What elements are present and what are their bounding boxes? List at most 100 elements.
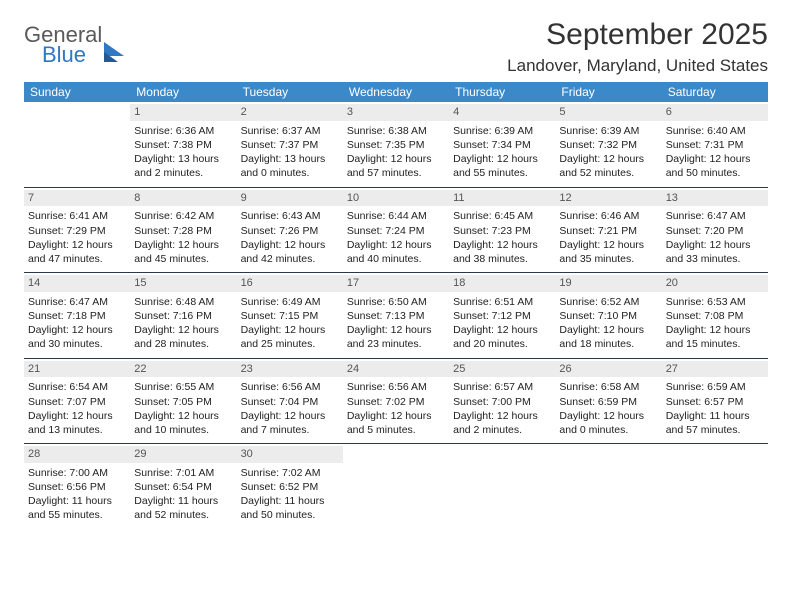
sunset-line: Sunset: 7:15 PM <box>241 309 339 323</box>
daylight-line: Daylight: 12 hours and 57 minutes. <box>347 152 445 180</box>
daylight-line: Daylight: 12 hours and 15 minutes. <box>666 323 764 351</box>
day-number: 3 <box>343 104 449 121</box>
daylight-line: Daylight: 12 hours and 33 minutes. <box>666 238 764 266</box>
day-number: 14 <box>24 275 130 292</box>
day-number: 19 <box>555 275 661 292</box>
calendar-day-cell: 16Sunrise: 6:49 AMSunset: 7:15 PMDayligh… <box>237 273 343 358</box>
calendar-day-cell: 2Sunrise: 6:37 AMSunset: 7:37 PMDaylight… <box>237 102 343 187</box>
calendar-day-cell: 18 Sunrise: 6:51 AMSunset: 7:12 PMDayligh… <box>449 273 555 358</box>
sunrise-line: Sunrise: 6:45 AM <box>453 209 551 223</box>
day-number: 11 <box>449 190 555 207</box>
calendar-day-cell: 12Sunrise: 6:46 AMSunset: 7:21 PMDayligh… <box>555 188 661 273</box>
calendar-day-cell: 21Sunrise: 6:54 AMSunset: 7:07 PMDayligh… <box>24 359 130 444</box>
weekday-header: Wednesday <box>343 82 449 102</box>
sunset-line: Sunset: 7:37 PM <box>241 138 339 152</box>
day-number: 27 <box>662 361 768 378</box>
sunrise-line: Sunrise: 6:58 AM <box>559 380 657 394</box>
daylight-line: Daylight: 11 hours and 55 minutes. <box>28 494 126 522</box>
day-number: 23 <box>237 361 343 378</box>
sunset-line: Sunset: 6:54 PM <box>134 480 232 494</box>
daylight-line: Daylight: 12 hours and 23 minutes. <box>347 323 445 351</box>
calendar-day-cell: 22Sunrise: 6:55 AMSunset: 7:05 PMDayligh… <box>130 359 236 444</box>
sunrise-line: Sunrise: 6:49 AM <box>241 295 339 309</box>
sunset-line: Sunset: 7:26 PM <box>241 224 339 238</box>
sunset-line: Sunset: 7:23 PM <box>453 224 551 238</box>
daylight-line: Daylight: 12 hours and 52 minutes. <box>559 152 657 180</box>
daylight-line: Daylight: 12 hours and 42 minutes. <box>241 238 339 266</box>
sunrise-line: Sunrise: 6:47 AM <box>666 209 764 223</box>
sunset-line: Sunset: 7:29 PM <box>28 224 126 238</box>
calendar-day-cell: 28 Sunrise: 7:00 AMSunset: 6:56 PMDayligh… <box>24 444 130 529</box>
header: General Blue September 2025 Landover, Ma… <box>24 18 768 76</box>
sunset-line: Sunset: 6:56 PM <box>28 480 126 494</box>
sail-icon <box>104 42 124 56</box>
day-number: 25 <box>449 361 555 378</box>
day-number: 18 <box>449 275 555 292</box>
sunset-line: Sunset: 6:52 PM <box>241 480 339 494</box>
sunrise-line: Sunrise: 6:53 AM <box>666 295 764 309</box>
daylight-line: Daylight: 12 hours and 0 minutes. <box>559 409 657 437</box>
calendar-week-row: 7Sunrise: 6:41 AMSunset: 7:29 PMDaylight… <box>24 188 768 274</box>
day-number: 4 <box>449 104 555 121</box>
day-number: 6 <box>662 104 768 121</box>
calendar-day-cell: 26Sunrise: 6:58 AMSunset: 6:59 PMDayligh… <box>555 359 661 444</box>
sunrise-line: Sunrise: 7:00 AM <box>28 466 126 480</box>
calendar-day-cell: 27Sunrise: 6:59 AMSunset: 6:57 PMDayligh… <box>662 359 768 444</box>
sunset-line: Sunset: 7:16 PM <box>134 309 232 323</box>
day-number: 12 <box>555 190 661 207</box>
calendar-day-cell: 10Sunrise: 6:44 AMSunset: 7:24 PMDayligh… <box>343 188 449 273</box>
sunrise-line: Sunrise: 6:52 AM <box>559 295 657 309</box>
day-number: 28 <box>24 446 130 463</box>
calendar-day-cell: . <box>662 444 768 529</box>
weekday-header: Sunday <box>24 82 130 102</box>
calendar-day-cell: 1Sunrise: 6:36 AMSunset: 7:38 PMDaylight… <box>130 102 236 187</box>
daylight-line: Daylight: 12 hours and 20 minutes. <box>453 323 551 351</box>
sunrise-line: Sunrise: 6:56 AM <box>241 380 339 394</box>
sunset-line: Sunset: 7:07 PM <box>28 395 126 409</box>
sunset-line: Sunset: 7:32 PM <box>559 138 657 152</box>
sunset-line: Sunset: 7:13 PM <box>347 309 445 323</box>
sunset-line: Sunset: 7:10 PM <box>559 309 657 323</box>
day-number: 29 <box>130 446 236 463</box>
weekday-header: Saturday <box>662 82 768 102</box>
daylight-line: Daylight: 12 hours and 45 minutes. <box>134 238 232 266</box>
sunrise-line: Sunrise: 6:44 AM <box>347 209 445 223</box>
sunrise-line: Sunrise: 6:39 AM <box>453 124 551 138</box>
calendar-day-cell: 3Sunrise: 6:38 AMSunset: 7:35 PMDaylight… <box>343 102 449 187</box>
daylight-line: Daylight: 12 hours and 5 minutes. <box>347 409 445 437</box>
daylight-line: Daylight: 12 hours and 10 minutes. <box>134 409 232 437</box>
day-number: 7 <box>24 190 130 207</box>
sunset-line: Sunset: 7:18 PM <box>28 309 126 323</box>
day-number: 8 <box>130 190 236 207</box>
sunset-line: Sunset: 7:12 PM <box>453 309 551 323</box>
daylight-line: Daylight: 12 hours and 50 minutes. <box>666 152 764 180</box>
daylight-line: Daylight: 11 hours and 57 minutes. <box>666 409 764 437</box>
day-number: 16 <box>237 275 343 292</box>
calendar-day-cell: 13 Sunrise: 6:47 AMSunset: 7:20 PMDayligh… <box>662 188 768 273</box>
weekday-header: Thursday <box>449 82 555 102</box>
sunset-line: Sunset: 6:59 PM <box>559 395 657 409</box>
sunrise-line: Sunrise: 6:51 AM <box>453 295 551 309</box>
weekday-header: Monday <box>130 82 236 102</box>
calendar-day-cell: 11Sunrise: 6:45 AMSunset: 7:23 PMDayligh… <box>449 188 555 273</box>
sunset-line: Sunset: 7:00 PM <box>453 395 551 409</box>
sunset-line: Sunset: 7:28 PM <box>134 224 232 238</box>
calendar-day-cell: 14Sunrise: 6:47 AMSunset: 7:18 PMDayligh… <box>24 273 130 358</box>
sunset-line: Sunset: 7:20 PM <box>666 224 764 238</box>
day-number: 15 <box>130 275 236 292</box>
sunset-line: Sunset: 6:57 PM <box>666 395 764 409</box>
sunrise-line: Sunrise: 6:54 AM <box>28 380 126 394</box>
sunset-line: Sunset: 7:24 PM <box>347 224 445 238</box>
calendar-day-cell: 23Sunrise: 6:56 AMSunset: 7:04 PMDayligh… <box>237 359 343 444</box>
calendar-day-cell: 15Sunrise: 6:48 AMSunset: 7:16 PMDayligh… <box>130 273 236 358</box>
daylight-line: Daylight: 13 hours and 0 minutes. <box>241 152 339 180</box>
sunrise-line: Sunrise: 6:46 AM <box>559 209 657 223</box>
calendar-page: General Blue September 2025 Landover, Ma… <box>0 0 792 529</box>
day-number: 13 <box>662 190 768 207</box>
calendar-day-cell: 8Sunrise: 6:42 AMSunset: 7:28 PMDaylight… <box>130 188 236 273</box>
sunset-line: Sunset: 7:35 PM <box>347 138 445 152</box>
sunset-line: Sunset: 7:31 PM <box>666 138 764 152</box>
sunrise-line: Sunrise: 6:50 AM <box>347 295 445 309</box>
daylight-line: Daylight: 12 hours and 7 minutes. <box>241 409 339 437</box>
daylight-line: Daylight: 12 hours and 47 minutes. <box>28 238 126 266</box>
